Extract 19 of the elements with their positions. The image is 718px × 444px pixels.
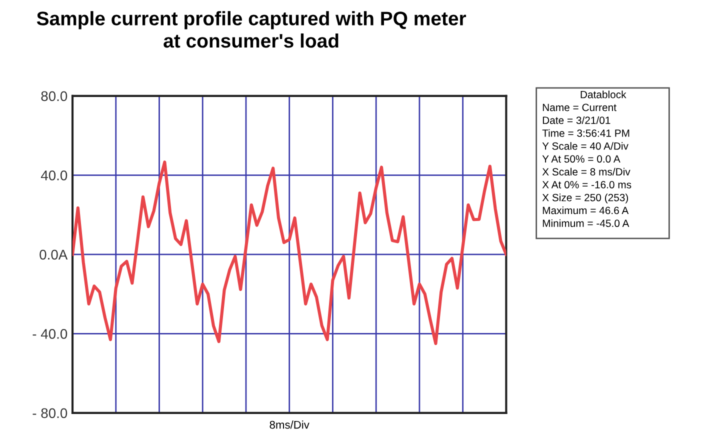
text: Y Scale = 40 A/Div (542, 142, 628, 150)
y-tick-label: - 40.0 (32, 329, 68, 339)
text: X Scale = 8 ms/Div (542, 168, 630, 176)
text: Name = Current (542, 104, 616, 112)
y-tick-label: 40.0 (40, 170, 68, 180)
text: Time = 3:56:41 PM (542, 129, 630, 137)
text: X Size = 250 (253) (542, 194, 628, 204)
text: Datablock (580, 90, 626, 98)
y-tick-label: 0.0A (40, 250, 68, 260)
y-tick-label: 80.0 (41, 91, 68, 102)
chart-title: Sample current profile captured with PQ meter at consumer's load (36, 11, 466, 48)
text: Maximum = 46.6 A (542, 206, 629, 214)
line-series (72, 160, 506, 346)
text: Y At 50% = 0.0 A (542, 155, 620, 163)
text: Minimum = -45.0 A (542, 219, 630, 228)
y-tick-label: - 80.0 (32, 408, 68, 418)
text: Date = 3/21/01 (542, 116, 610, 124)
text: X At 0% = -16.0 ms (542, 181, 632, 188)
x-axis-title: 8ms/Div (270, 420, 310, 429)
